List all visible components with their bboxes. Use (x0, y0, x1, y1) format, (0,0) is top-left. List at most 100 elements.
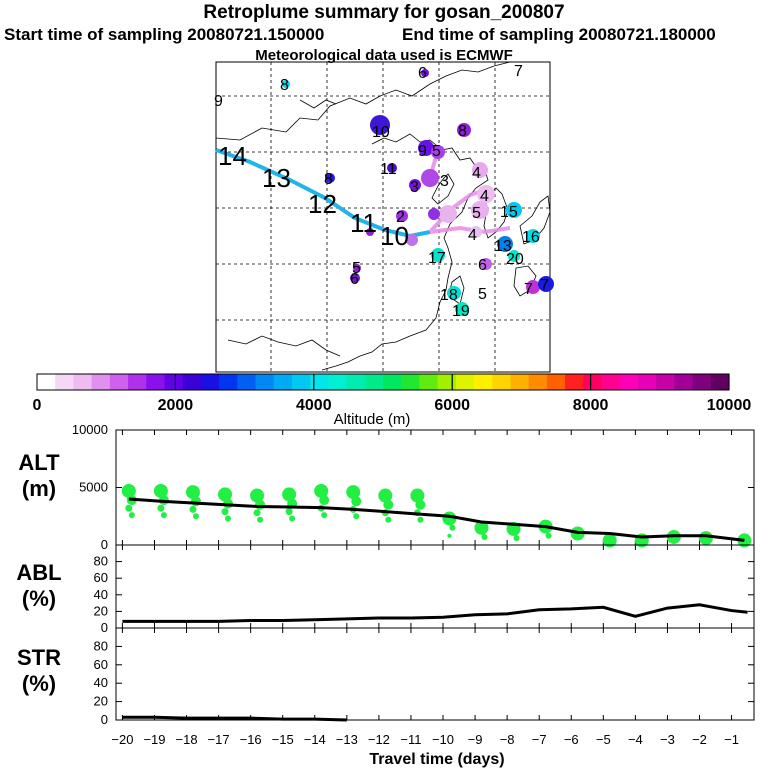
trajectory-day-label: 16 (522, 229, 540, 246)
y-tick-label: 0 (101, 620, 108, 635)
colorbar-swatch (219, 374, 238, 390)
altitude-plume-dot (282, 487, 297, 502)
colorbar-swatch (200, 374, 220, 390)
plume-dot (406, 234, 418, 246)
altitude-plume-dot (698, 531, 713, 546)
trajectory-day-label: 20 (506, 251, 524, 268)
trajectory-day-label: 3 (410, 179, 419, 196)
altitude-plume-dot (189, 505, 197, 513)
sampling-start-time: Start time of sampling 20080721.150000 (4, 25, 325, 44)
trajectory-day-label: 8 (280, 77, 289, 94)
plume-dot (526, 280, 540, 294)
plume-dot (366, 228, 374, 236)
plume-dot (471, 201, 489, 219)
colorbar-tick-label: 0 (33, 397, 42, 414)
altitude-plume-dot (185, 485, 200, 500)
altitude-plume-dot (153, 483, 168, 498)
panel-unit: (m) (22, 476, 56, 501)
y-tick-label: 5000 (79, 480, 108, 495)
trajectory-day-label: 19 (452, 303, 470, 320)
y-tick-label: 10000 (72, 422, 108, 437)
altitude-plume-dot (378, 488, 393, 503)
x-tick-label: −19 (143, 732, 165, 747)
plume-dot (497, 236, 513, 252)
plume-dot (350, 273, 360, 283)
plume-dot (457, 123, 471, 137)
x-tick-label: −17 (208, 732, 230, 747)
plume-dot (538, 276, 554, 292)
plume-dot (282, 80, 290, 88)
colorbar-swatch (55, 374, 75, 390)
sampling-end-time: End time of sampling 20080721.180000 (402, 25, 716, 44)
plume-dot (418, 140, 434, 156)
colorbar-axis-label: Altitude (m) (334, 411, 411, 428)
colorbar-frame (36, 373, 730, 391)
panel-label: STR (17, 645, 61, 670)
str-line (122, 715, 347, 722)
plume-dot (421, 169, 439, 187)
y-tick-label: 0 (101, 537, 108, 552)
colorbar-tick-label: 2000 (158, 397, 194, 414)
plume-dot (439, 205, 457, 223)
altitude-plume-dot (255, 499, 266, 510)
colorbar-swatch (528, 374, 548, 390)
x-tick-label: −3 (660, 732, 675, 747)
plume-dot (472, 162, 488, 178)
colorbar-swatch (474, 374, 493, 390)
altitude-plume-dot (121, 483, 136, 498)
trajectory-day-label: 5 (352, 260, 361, 277)
plume-dot (447, 286, 461, 300)
trajectory-day-label: 7 (540, 277, 549, 294)
trajectory-day-label: 4 (472, 165, 481, 182)
colorbar-swatch (637, 374, 657, 390)
trajectory-day-label: 8 (458, 123, 467, 140)
colorbar-swatch (546, 374, 566, 390)
altitude-plume-dot (253, 509, 261, 517)
trajectory-day-label: 12 (308, 189, 337, 219)
x-tick-label: −2 (692, 732, 707, 747)
colorbar-tick-label: 4000 (296, 397, 332, 414)
colorbar-swatch (583, 374, 603, 390)
plume-dot (370, 115, 390, 135)
trajectory-day-label: 9 (418, 143, 427, 160)
altitude-plume-dot (346, 485, 361, 500)
plume-dot (477, 185, 495, 203)
y-tick-label: 40 (94, 587, 108, 602)
colorbar-swatch (565, 374, 584, 390)
trajectory-day-label: 13 (494, 238, 512, 255)
trajectory-day-label: 11 (380, 161, 397, 178)
trajectory-day-label: 15 (500, 204, 518, 221)
plume-dots (282, 69, 554, 316)
altitude-mean-line (128, 497, 745, 542)
plume-dot (421, 69, 429, 77)
x-tick-label: −5 (596, 732, 611, 747)
abl-line (122, 603, 748, 623)
altitude-plume-dot (218, 487, 233, 502)
colorbar-swatch (455, 374, 475, 390)
colorbar-swatch (73, 374, 93, 390)
map-gridlines (216, 62, 550, 372)
altitude-plume-dot (415, 499, 426, 510)
trajectory-day-label: 5 (432, 143, 441, 160)
colorbar-swatch (383, 374, 402, 390)
x-tick-label: −20 (111, 732, 133, 747)
altitude-plume-dot (285, 508, 293, 516)
trajectory-day-label: 10 (380, 221, 409, 251)
altitude-plume-dot (160, 512, 167, 519)
panel-unit: (%) (22, 671, 56, 696)
colorbar-swatch (364, 374, 384, 390)
altitude-plume-dot (250, 488, 265, 503)
x-tick-label: −6 (564, 732, 579, 747)
x-tick-label: −10 (432, 732, 454, 747)
x-tick-label: −13 (336, 732, 358, 747)
altitude-plume-dot (447, 533, 452, 538)
trajectory-day-label: 9 (214, 93, 223, 110)
plume-dot (396, 210, 408, 222)
colorbar-swatch (255, 374, 275, 390)
trajectory-day-label: 11 (350, 208, 377, 238)
plume-dot (455, 302, 469, 316)
colorbar-swatch (492, 374, 512, 390)
colorbar-tick-label: 8000 (573, 397, 609, 414)
